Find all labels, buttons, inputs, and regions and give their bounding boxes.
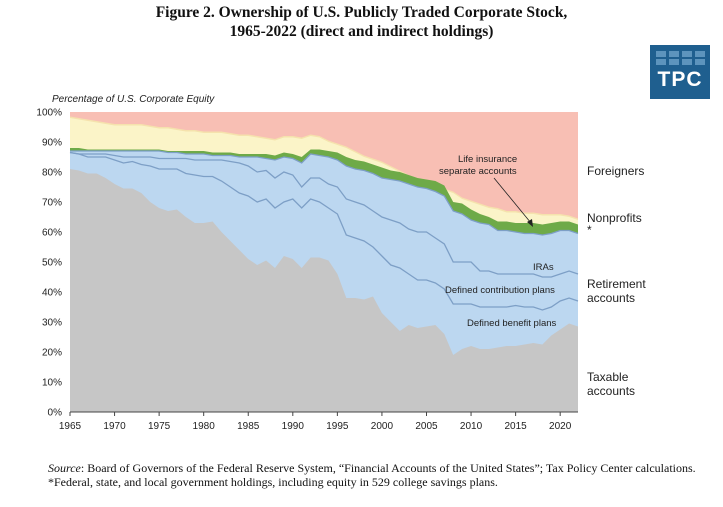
line-defined-benefit [69,151,579,311]
footnote: *Federal, state, and local government ho… [48,475,498,489]
label-defined-benefit: Defined benefit plans [467,318,557,329]
label-taxable-line-2: accounts [587,384,635,398]
y-axis-title: Percentage of U.S. Corporate Equity [52,94,215,105]
retirement-divider-lines [69,150,579,311]
x-tick-label: 2020 [549,421,572,432]
y-axis-ticks: 0% 10% 20% 30% 40% 50% 60% 70% 80% 90% 100% [36,108,62,419]
y-tick-label: 30% [42,318,62,329]
y-tick-label: 40% [42,288,62,299]
source-label: Source [48,461,81,475]
chart-title-line-2: 1965-2022 (direct and indirect holdings) [229,23,494,40]
x-tick-label: 1975 [148,421,171,432]
y-tick-label: 80% [42,168,62,179]
label-retirement-line-1: Retirement [587,277,646,291]
x-tick-label: 2005 [415,421,438,432]
label-taxable-line-1: Taxable [587,370,629,384]
life-insurance-pointer-arrow-icon [527,219,533,227]
y-tick-label: 100% [36,108,62,119]
x-tick-label: 1985 [237,421,260,432]
y-tick-label: 70% [42,198,62,209]
chart-title: Figure 2. Ownership of U.S. Publicly Tra… [0,3,723,41]
label-defined-contribution: Defined contribution plans [445,285,555,296]
x-tick-label: 1995 [326,421,349,432]
y-tick-label: 90% [42,138,62,149]
source-text: : Board of Governors of the Federal Rese… [80,461,696,475]
x-axis-ticks: 1965 1970 1975 1980 1985 1990 1995 2000 2005 2010… [59,412,572,432]
x-tick-label: 1970 [103,421,126,432]
logo-grid-icon [656,51,705,65]
label-foreigners: Foreigners [587,164,644,178]
y-tick-label: 10% [42,378,62,389]
label-government: * [587,223,592,237]
life-insurance-pointer-line [493,177,532,224]
x-tick-label: 2010 [460,421,483,432]
y-tick-label: 20% [42,348,62,359]
line-defined-contribution [69,151,579,278]
label-life-insurance-line-1: Life insurance [458,154,517,165]
y-tick-label: 50% [42,258,62,269]
x-tick-label: 1965 [59,421,82,432]
line-iras [70,150,579,236]
y-tick-label: 60% [42,228,62,239]
x-tick-label: 1980 [193,421,216,432]
x-tick-label: 2015 [504,421,527,432]
source-note: Source: Board of Governors of the Federa… [48,461,708,489]
x-tick-label: 1990 [282,421,305,432]
tpc-logo: TPC [650,45,710,99]
label-life-insurance-line-2: separate accounts [439,166,517,177]
label-retirement-line-2: accounts [587,291,635,305]
label-nonprofits: Nonprofits [587,211,642,225]
label-iras: IRAs [533,262,554,273]
logo-text: TPC [657,68,703,91]
y-tick-label: 0% [48,408,63,419]
area-layers [70,112,578,412]
x-tick-label: 2000 [371,421,394,432]
area-taxable [70,169,578,412]
chart-title-line-1: Figure 2. Ownership of U.S. Publicly Tra… [155,4,568,21]
